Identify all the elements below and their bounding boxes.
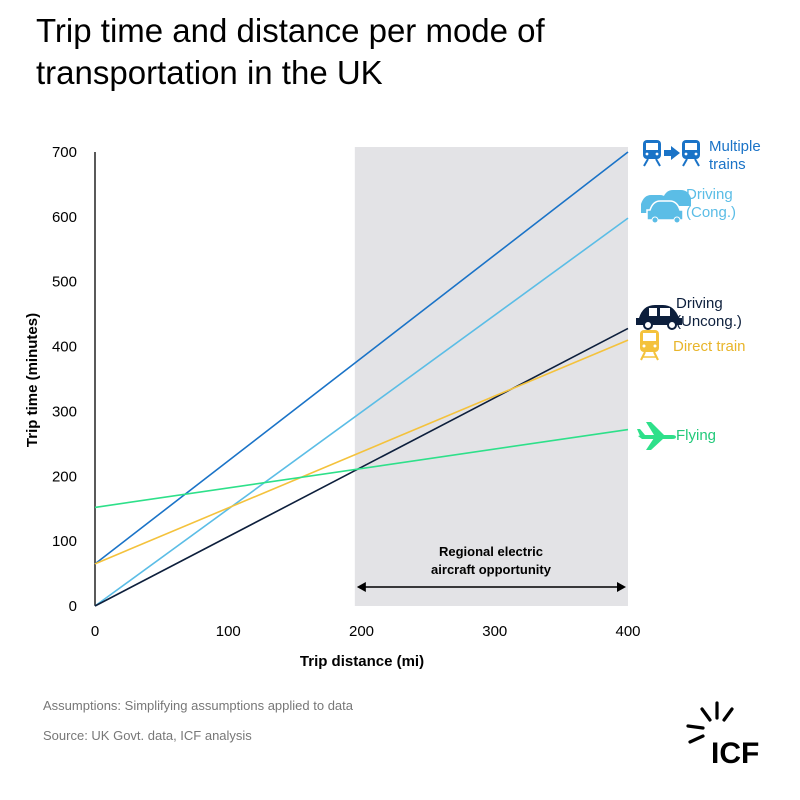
y-tick-label: 600 bbox=[52, 209, 77, 226]
y-tick-label: 500 bbox=[52, 274, 77, 291]
legend-multiple-trains-line2: trains bbox=[709, 156, 746, 173]
annotation-arrowhead-left bbox=[356, 582, 366, 592]
x-axis-title: Trip distance (mi) bbox=[300, 653, 424, 670]
x-tick-label: 100 bbox=[216, 623, 241, 640]
train-transfer-icon bbox=[643, 140, 700, 167]
annotation-line-2: aircraft opportunity bbox=[431, 562, 552, 577]
series-line-driving-cong bbox=[94, 217, 629, 607]
cars-icon bbox=[641, 190, 691, 224]
x-tick-label: 300 bbox=[482, 623, 507, 640]
series-line-flying bbox=[94, 428, 629, 509]
legend-label-driving-uncong: Driving (Uncong.) bbox=[676, 295, 742, 330]
y-tick-label: 100 bbox=[52, 533, 77, 550]
y-tick-label: 400 bbox=[52, 339, 77, 356]
annotation-line-1: Regional electric bbox=[439, 544, 543, 559]
x-tick-label: 200 bbox=[349, 623, 374, 640]
legend-label-direct-train: Direct train bbox=[673, 338, 746, 355]
legend-driving-cong-line2: (Cong.) bbox=[686, 204, 736, 221]
annotation-arrow bbox=[356, 582, 626, 592]
note-assumptions: Assumptions: Simplifying assumptions app… bbox=[43, 698, 353, 713]
legend-label-flying: Flying bbox=[676, 427, 716, 444]
shaded-region bbox=[354, 147, 628, 606]
annotation-layer: Regional electric aircraft opportunity bbox=[356, 544, 626, 592]
series-line-driving-uncong bbox=[94, 327, 629, 607]
y-axis-title: Trip time (minutes) bbox=[24, 313, 41, 447]
train-icon bbox=[640, 330, 659, 361]
car-icon bbox=[636, 305, 682, 330]
annotation-arrowhead-right bbox=[617, 582, 626, 592]
y-tick-label: 0 bbox=[69, 598, 77, 615]
legend-driving-uncong-line1: Driving bbox=[676, 295, 723, 312]
y-tick-labels: 0 100 200 300 400 500 600 700 bbox=[52, 144, 77, 615]
legend-multiple-trains-line1: Multiple bbox=[709, 138, 761, 155]
x-tick-label: 400 bbox=[615, 623, 640, 640]
icf-burst-icon: ICF bbox=[686, 701, 759, 770]
legend-driving-cong-line1: Driving bbox=[686, 186, 733, 203]
x-tick-labels: 0 100 200 300 400 bbox=[91, 623, 641, 640]
chart-title: Trip time and distance per mode of trans… bbox=[36, 12, 545, 91]
x-tick-label: 0 bbox=[91, 623, 99, 640]
y-tick-label: 200 bbox=[52, 468, 77, 485]
series-lines bbox=[94, 151, 629, 607]
legend-label-driving-cong: Driving (Cong.) bbox=[686, 186, 737, 221]
logo-text: ICF bbox=[711, 737, 759, 770]
legend-driving-uncong-line2: (Uncong.) bbox=[676, 313, 742, 330]
y-tick-label: 300 bbox=[52, 403, 77, 420]
airplane-icon bbox=[637, 422, 676, 450]
series-line-direct-train bbox=[94, 339, 629, 565]
legend-label-multiple-trains: Multiple trains bbox=[709, 138, 765, 173]
y-tick-label: 700 bbox=[52, 144, 77, 161]
shaded-region-layer bbox=[354, 147, 628, 606]
note-source: Source: UK Govt. data, ICF analysis bbox=[43, 728, 252, 743]
icf-logo: ICF bbox=[684, 700, 774, 770]
